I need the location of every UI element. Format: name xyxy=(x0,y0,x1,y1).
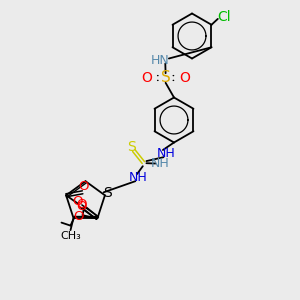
Text: NH: NH xyxy=(157,147,176,160)
Text: O: O xyxy=(141,71,152,85)
Text: NH: NH xyxy=(129,171,147,184)
Text: O: O xyxy=(73,195,83,208)
Text: O: O xyxy=(179,71,190,85)
Text: HN: HN xyxy=(151,53,170,67)
Text: NH: NH xyxy=(151,157,169,170)
Text: Cl: Cl xyxy=(218,11,231,24)
Text: O: O xyxy=(76,198,87,212)
Text: S: S xyxy=(161,70,170,86)
Text: S: S xyxy=(103,186,112,200)
Text: O: O xyxy=(78,180,88,194)
Text: O: O xyxy=(73,210,83,223)
Text: O: O xyxy=(76,200,87,213)
Text: S: S xyxy=(128,140,136,154)
Text: CH₃: CH₃ xyxy=(60,230,81,241)
